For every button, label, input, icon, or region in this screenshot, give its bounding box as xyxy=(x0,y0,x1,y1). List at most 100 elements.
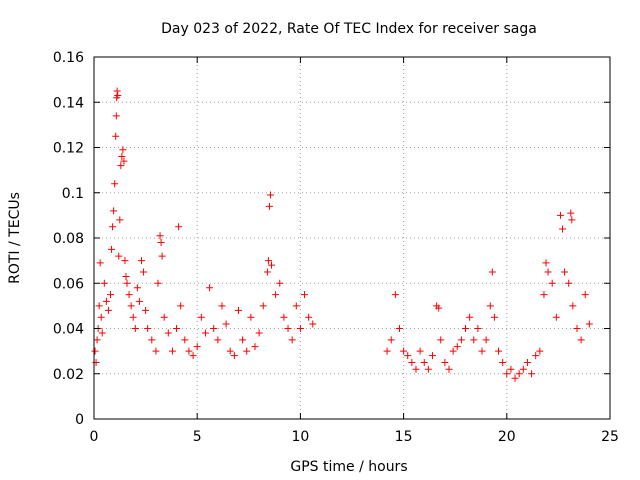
data-point xyxy=(568,216,576,224)
data-point xyxy=(112,112,120,120)
data-point xyxy=(542,259,550,267)
data-point xyxy=(435,304,443,312)
data-point xyxy=(239,336,247,344)
data-point xyxy=(457,336,465,344)
data-point xyxy=(112,132,120,140)
data-point xyxy=(164,329,172,337)
data-point xyxy=(234,306,242,314)
data-point xyxy=(383,347,391,355)
data-point xyxy=(488,268,496,276)
data-point xyxy=(140,268,148,276)
data-point xyxy=(449,347,457,355)
data-point xyxy=(561,268,569,276)
x-tick-label: 15 xyxy=(395,429,413,445)
data-point xyxy=(548,279,556,287)
data-point xyxy=(556,211,564,219)
data-point xyxy=(93,336,101,344)
data-point xyxy=(175,223,183,231)
data-point xyxy=(536,347,544,355)
y-tick-label: 0.02 xyxy=(53,367,84,383)
y-axis-label: ROTI / TECUs xyxy=(7,192,23,284)
data-point xyxy=(107,291,115,299)
data-point xyxy=(276,279,284,287)
data-point xyxy=(115,252,123,260)
data-point xyxy=(391,291,399,299)
data-point xyxy=(111,180,119,188)
data-point xyxy=(265,202,273,210)
data-point xyxy=(214,336,222,344)
data-point xyxy=(108,245,116,253)
data-point xyxy=(482,336,490,344)
data-point xyxy=(189,352,197,360)
data-point xyxy=(129,313,137,321)
data-point xyxy=(301,291,309,299)
data-point xyxy=(122,272,130,280)
data-point xyxy=(222,320,230,328)
data-point xyxy=(507,365,515,373)
data-point xyxy=(181,336,189,344)
data-point xyxy=(110,207,118,215)
data-point xyxy=(91,347,99,355)
data-point xyxy=(490,313,498,321)
data-point xyxy=(474,325,482,332)
x-tick-label: 25 xyxy=(601,429,619,445)
data-point xyxy=(100,279,108,287)
data-point xyxy=(470,336,478,344)
grid-lines xyxy=(94,57,610,419)
data-point xyxy=(255,329,263,337)
x-tick-label: 20 xyxy=(498,429,516,445)
data-point xyxy=(404,352,412,360)
data-point xyxy=(280,313,288,321)
data-point xyxy=(453,343,461,351)
data-point xyxy=(114,91,122,99)
data-point xyxy=(135,297,143,305)
data-point xyxy=(495,347,503,355)
data-point xyxy=(118,153,126,161)
data-point xyxy=(581,291,589,299)
data-point xyxy=(102,297,110,305)
data-point xyxy=(193,343,201,351)
data-point xyxy=(243,347,251,355)
data-point xyxy=(95,302,103,310)
data-point xyxy=(168,347,176,355)
axis-ticks xyxy=(93,56,611,420)
data-point xyxy=(158,252,166,260)
data-point xyxy=(156,232,164,240)
data-point xyxy=(499,358,507,366)
data-point xyxy=(503,370,511,378)
data-point xyxy=(511,374,519,382)
data-point xyxy=(206,284,214,292)
data-point xyxy=(296,325,304,332)
data-point xyxy=(123,279,131,287)
data-point xyxy=(104,306,112,314)
y-tick-label: 0.16 xyxy=(53,50,84,66)
y-tick-label: 0.08 xyxy=(53,231,84,247)
data-point xyxy=(142,306,150,314)
data-point xyxy=(437,336,445,344)
data-point xyxy=(144,325,152,332)
data-point xyxy=(567,209,575,217)
data-point xyxy=(230,352,238,360)
x-tick-label: 5 xyxy=(193,429,202,445)
data-point xyxy=(264,257,272,265)
data-point xyxy=(197,313,205,321)
data-point xyxy=(573,325,581,332)
data-point xyxy=(127,302,135,310)
data-point xyxy=(428,352,436,360)
data-point xyxy=(466,313,474,321)
data-point xyxy=(173,325,181,332)
data-point xyxy=(201,329,209,337)
data-point xyxy=(133,284,141,292)
data-point xyxy=(113,87,121,95)
data-point xyxy=(412,365,420,373)
data-point xyxy=(137,257,145,265)
data-point xyxy=(125,291,133,299)
y-tick-label: 0.14 xyxy=(53,95,84,111)
data-point xyxy=(420,358,428,366)
data-point xyxy=(565,279,573,287)
data-point xyxy=(218,302,226,310)
data-point xyxy=(540,291,548,299)
y-tick-label: 0.1 xyxy=(62,186,84,202)
data-point xyxy=(416,347,424,355)
data-point xyxy=(109,223,117,231)
